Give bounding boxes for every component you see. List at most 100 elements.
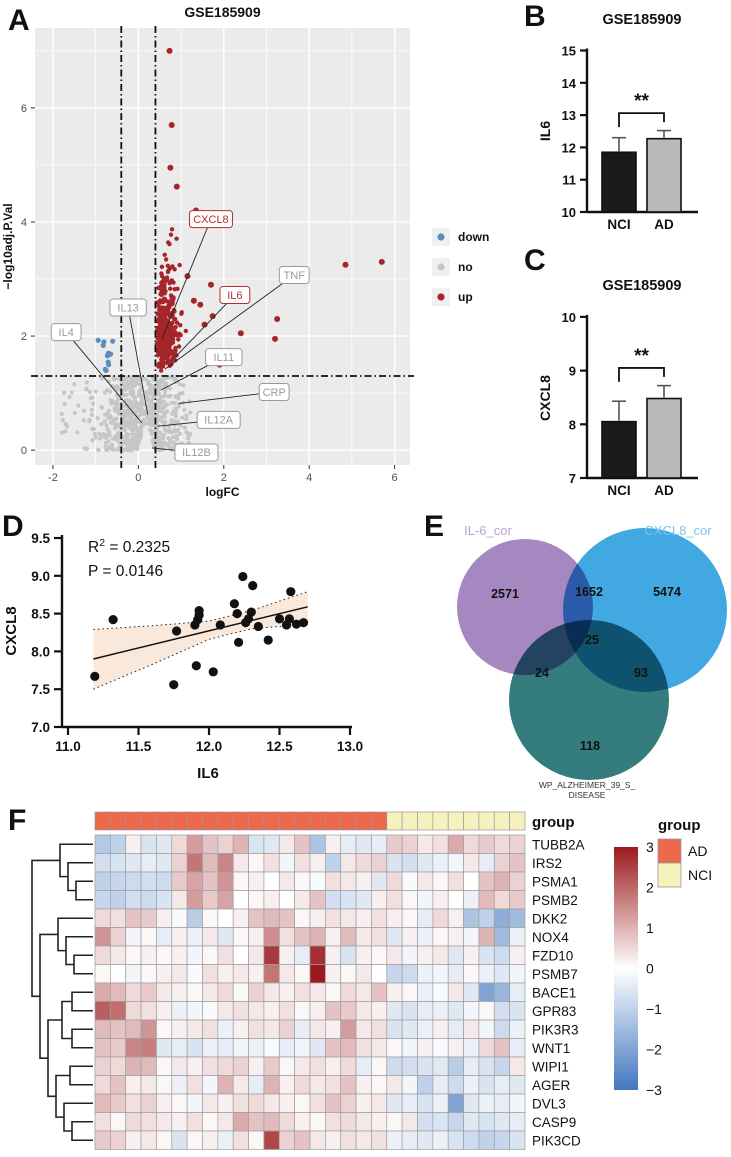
gene-row-label-BACE1: BACE1	[532, 985, 576, 1000]
scatter-x-tick: 13.0	[337, 739, 363, 754]
correlation-scatter: 7.0 7.5 8.0 8.5 9.0 9.5 11.0 11.5 12.0 12.5 13.0 IL…	[3, 531, 363, 782]
r-squared-text: R2 = 0.2325	[88, 537, 170, 556]
gene-row-label-NOX4: NOX4	[532, 930, 569, 945]
volcano-y-tick: 0	[21, 445, 27, 457]
gene-label-il11: IL11	[213, 352, 234, 364]
gene-row-label-PSMA1: PSMA1	[532, 874, 578, 889]
legend-label-no: no	[458, 260, 473, 274]
gene-label-cxcl8: CXCL8	[193, 214, 228, 226]
volcano-y-tick: 4	[21, 217, 27, 229]
heatmap-legend-title: group	[658, 817, 701, 834]
heatmap-legend-label-NCI: NCI	[688, 867, 712, 883]
scatter-y-label: CXCL8	[3, 606, 20, 655]
gene-label-crp: CRP	[263, 387, 286, 399]
scale-tick: 2	[646, 880, 654, 896]
venn-count-2571: 2571	[491, 587, 519, 601]
scale-tick: 0	[646, 961, 654, 977]
gene-row-label-TUBB2A: TUBB2A	[532, 837, 585, 852]
gene-row-label-PIK3CD: PIK3CD	[532, 1133, 581, 1148]
bar-cat-label-NCI: NCI	[607, 217, 630, 232]
gene-row-label-DVL3: DVL3	[532, 1096, 566, 1111]
volcano-plot: GSE185909 CXCL8 TNF IL6 IL13 IL4 IL11 CRP IL12A I…	[1, 4, 489, 499]
venn-set-label-wp-2: DISEASE	[569, 790, 606, 800]
gene-row-label-FZD10: FZD10	[532, 948, 573, 963]
bar-y-tick: 9	[569, 364, 576, 379]
legend-label-down: down	[458, 230, 489, 244]
gene-row-label-WIPI1: WIPI1	[532, 1059, 569, 1074]
bar-y-tick: 15	[562, 44, 576, 59]
volcano-x-tick: 4	[306, 472, 312, 484]
volcano-x-tick: -2	[48, 472, 58, 484]
venn-set-label-il6: IL-6_cor	[464, 523, 512, 538]
venn-circle-2	[509, 620, 669, 780]
scatter-y-tick: 7.5	[31, 682, 50, 697]
volcano-x-label: logFC	[206, 485, 240, 499]
gene-row-label-PSMB7: PSMB7	[532, 967, 578, 982]
bar-y-tick: 8	[569, 417, 576, 432]
volcano-x-tick: 6	[392, 472, 398, 484]
panel-label-b: B	[524, 0, 546, 33]
venn-count-5474: 5474	[653, 585, 681, 599]
scatter-x-tick: 12.5	[266, 739, 293, 754]
heatmap-legend-label-AD: AD	[688, 843, 707, 859]
gene-row-label-WNT1: WNT1	[532, 1041, 570, 1056]
bar-y-tick: 7	[569, 471, 576, 486]
bar-y-tick: 14	[562, 76, 577, 91]
volcano-x-tick: 2	[221, 472, 227, 484]
gene-row-label-DKK2: DKK2	[532, 911, 567, 926]
gene-row-label-AGER: AGER	[532, 1078, 571, 1093]
gene-label-tnf: TNF	[284, 270, 306, 282]
scatter-x-label: IL6	[197, 765, 219, 782]
heatmap-group-row-label: group	[532, 814, 575, 831]
scale-tick: −2	[646, 1042, 662, 1058]
bar-y-tick: 10	[562, 310, 576, 325]
gene-label-il12a: IL12A	[204, 415, 233, 427]
gene-row-label-GPR83: GPR83	[532, 1004, 576, 1019]
gene-row-label-CASP9: CASP9	[532, 1115, 576, 1130]
scatter-y-tick: 9.0	[31, 569, 50, 584]
venn-count-25: 25	[585, 633, 599, 647]
bar-y-tick: 13	[562, 108, 576, 123]
bar-y-axis-label: IL6	[537, 121, 553, 141]
scatter-x-tick: 11.5	[126, 739, 152, 754]
bar-chart-cxcl8: GSE185909 7 8 9 10 NCI AD ** CXCL8	[537, 278, 698, 498]
bar-y-tick: 12	[562, 140, 576, 155]
panel-label-f: F	[8, 804, 27, 837]
scatter-x-tick: 11.0	[55, 739, 81, 754]
panel-label-e: E	[424, 510, 445, 543]
volcano-y-label: −log10adj.P.Val	[1, 203, 15, 289]
p-value-text: P = 0.0146	[88, 563, 163, 580]
legend-label-up: up	[458, 290, 473, 304]
significance-stars: **	[634, 346, 649, 367]
gene-label-il12b: IL12B	[182, 447, 211, 459]
volcano-title: GSE185909	[184, 4, 260, 20]
volcano-x-tick: 0	[135, 472, 141, 484]
venn-diagram: IL-6_cor CXCL8_cor WP_ALZHEIMER_39_S_DISEA…	[457, 523, 727, 800]
bar-chart-il6: GSE185909 10 11 12 13 14 15 NCI AD ** IL6	[537, 12, 698, 232]
panel-label-c: C	[524, 244, 546, 277]
venn-count-118: 118	[580, 739, 600, 753]
scale-tick: 3	[646, 839, 654, 855]
panel-label-a: A	[8, 4, 30, 37]
volcano-y-tick: 6	[21, 103, 27, 115]
bar-y-axis-label: CXCL8	[537, 375, 553, 421]
gene-row-label-PIK3R3: PIK3R3	[532, 1022, 579, 1037]
bar-y-tick: 11	[562, 173, 576, 188]
bar-cat-label-AD: AD	[654, 217, 674, 232]
venn-count-1652: 1652	[575, 585, 603, 599]
bar-title: GSE185909	[602, 12, 681, 28]
scatter-y-tick: 9.5	[31, 531, 50, 546]
bar-y-tick: 10	[562, 205, 576, 220]
gene-row-label-IRS2: IRS2	[532, 856, 562, 871]
significance-stars: **	[634, 91, 649, 112]
gene-label-il6: IL6	[227, 290, 242, 302]
scatter-y-tick: 8.0	[31, 644, 50, 659]
venn-count-93: 93	[634, 666, 648, 680]
venn-set-label-cxcl8: CXCL8_cor	[644, 523, 712, 538]
bar-cat-label-AD: AD	[654, 483, 674, 498]
bar-cat-label-NCI: NCI	[607, 483, 630, 498]
gene-row-label-PSMB2: PSMB2	[532, 893, 578, 908]
bar-title: GSE185909	[602, 278, 681, 294]
scale-tick: 1	[646, 920, 654, 936]
